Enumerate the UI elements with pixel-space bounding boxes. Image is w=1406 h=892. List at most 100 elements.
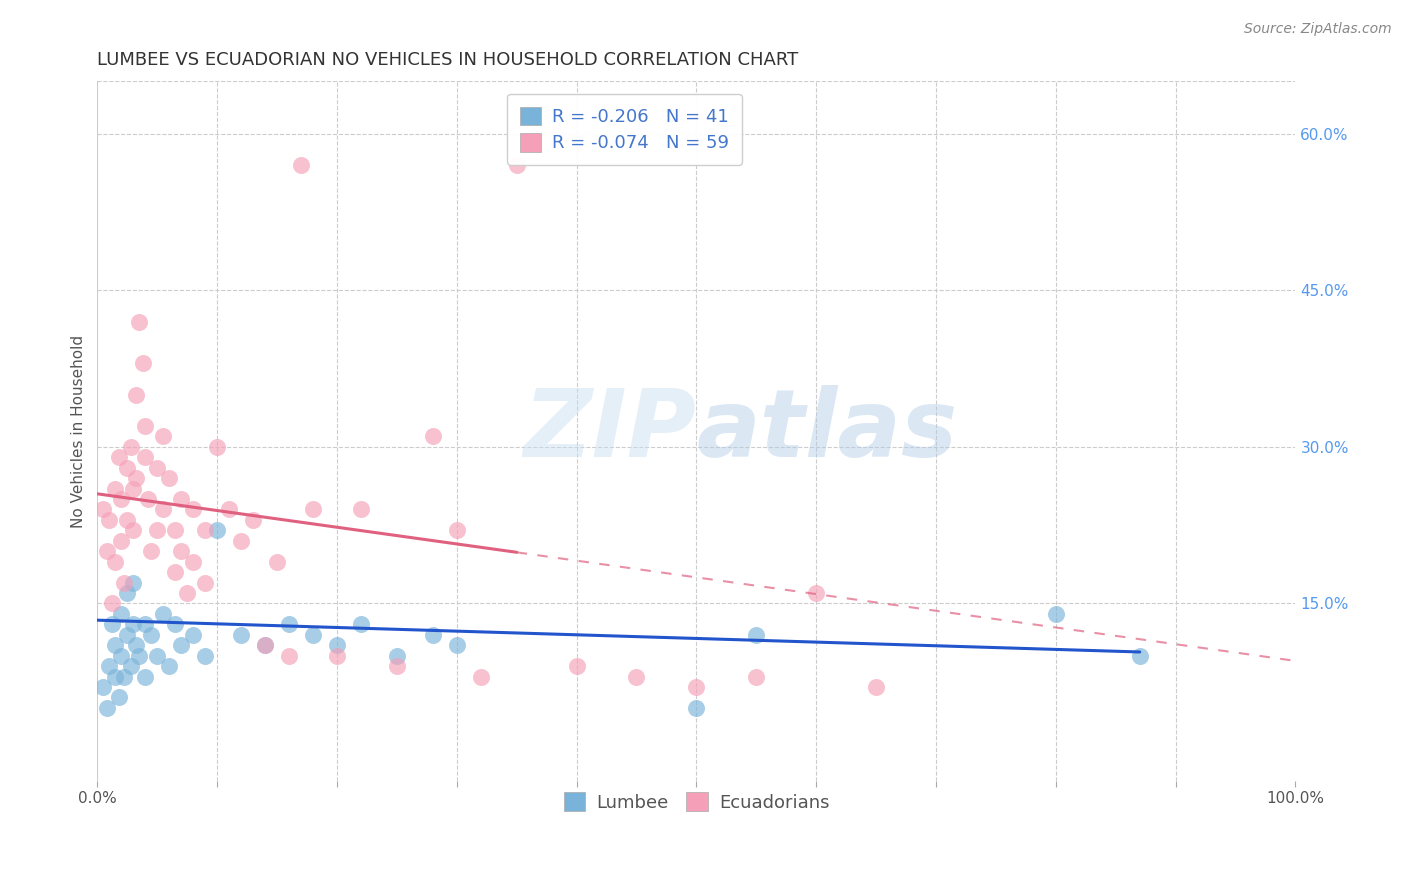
Point [1045,607,1067,621]
Point [134,617,156,632]
Point [122,524,145,538]
Point [120,659,142,673]
Point [104,669,127,683]
Point [685,680,707,694]
Point [125,638,148,652]
Point [181,555,204,569]
Point [122,617,145,632]
Point [745,669,768,683]
Point [266,555,288,569]
Point [170,544,193,558]
Point [157,659,180,673]
Point [110,648,132,663]
Point [100,617,122,632]
Point [505,158,527,172]
Point [112,575,135,590]
Point [108,450,131,465]
Point [134,450,156,465]
Point [326,638,349,652]
Legend: Lumbee, Ecuadorians: Lumbee, Ecuadorians [551,780,842,824]
Point [350,502,373,516]
Point [302,502,325,516]
Point [385,648,408,663]
Point [165,565,187,579]
Point [110,491,132,506]
Point [96,544,118,558]
Point [205,440,228,454]
Point [120,440,142,454]
Point [134,669,156,683]
Point [104,638,127,652]
Point [110,607,132,621]
Point [117,628,139,642]
Point [152,502,174,516]
Point [125,471,148,485]
Point [254,638,277,652]
Point [350,617,373,632]
Point [278,617,301,632]
Text: ZIP: ZIP [523,385,696,477]
Point [146,460,169,475]
Point [205,524,228,538]
Point [229,533,252,548]
Point [194,575,217,590]
Point [626,669,648,683]
Point [745,628,768,642]
Point [128,314,150,328]
Point [152,429,174,443]
Point [278,648,301,663]
Point [122,482,145,496]
Point [152,607,174,621]
Point [194,524,217,538]
Point [157,471,180,485]
Point [865,680,887,694]
Point [165,617,187,632]
Point [170,491,193,506]
Y-axis label: No Vehicles in Household: No Vehicles in Household [72,334,86,528]
Text: Source: ZipAtlas.com: Source: ZipAtlas.com [1244,22,1392,37]
Point [565,659,588,673]
Point [98,659,121,673]
Point [229,628,252,642]
Point [146,648,169,663]
Point [194,648,217,663]
Point [98,513,121,527]
Point [302,628,325,642]
Point [422,628,444,642]
Point [146,524,169,538]
Point [1129,648,1152,663]
Point [117,513,139,527]
Point [100,597,122,611]
Point [112,669,135,683]
Point [132,356,155,370]
Point [181,628,204,642]
Point [128,648,150,663]
Point [93,502,115,516]
Point [117,586,139,600]
Point [254,638,277,652]
Point [806,586,828,600]
Point [136,491,159,506]
Point [470,669,492,683]
Point [176,586,198,600]
Text: atlas: atlas [696,385,957,477]
Point [422,429,444,443]
Point [165,524,187,538]
Point [170,638,193,652]
Point [110,533,132,548]
Point [290,158,312,172]
Point [104,482,127,496]
Point [446,524,468,538]
Point [685,701,707,715]
Text: LUMBEE VS ECUADORIAN NO VEHICLES IN HOUSEHOLD CORRELATION CHART: LUMBEE VS ECUADORIAN NO VEHICLES IN HOUS… [97,51,799,69]
Point [446,638,468,652]
Point [218,502,240,516]
Point [242,513,264,527]
Point [122,575,145,590]
Point [134,419,156,434]
Point [96,701,118,715]
Point [141,628,163,642]
Point [181,502,204,516]
Point [117,460,139,475]
Point [108,690,131,705]
